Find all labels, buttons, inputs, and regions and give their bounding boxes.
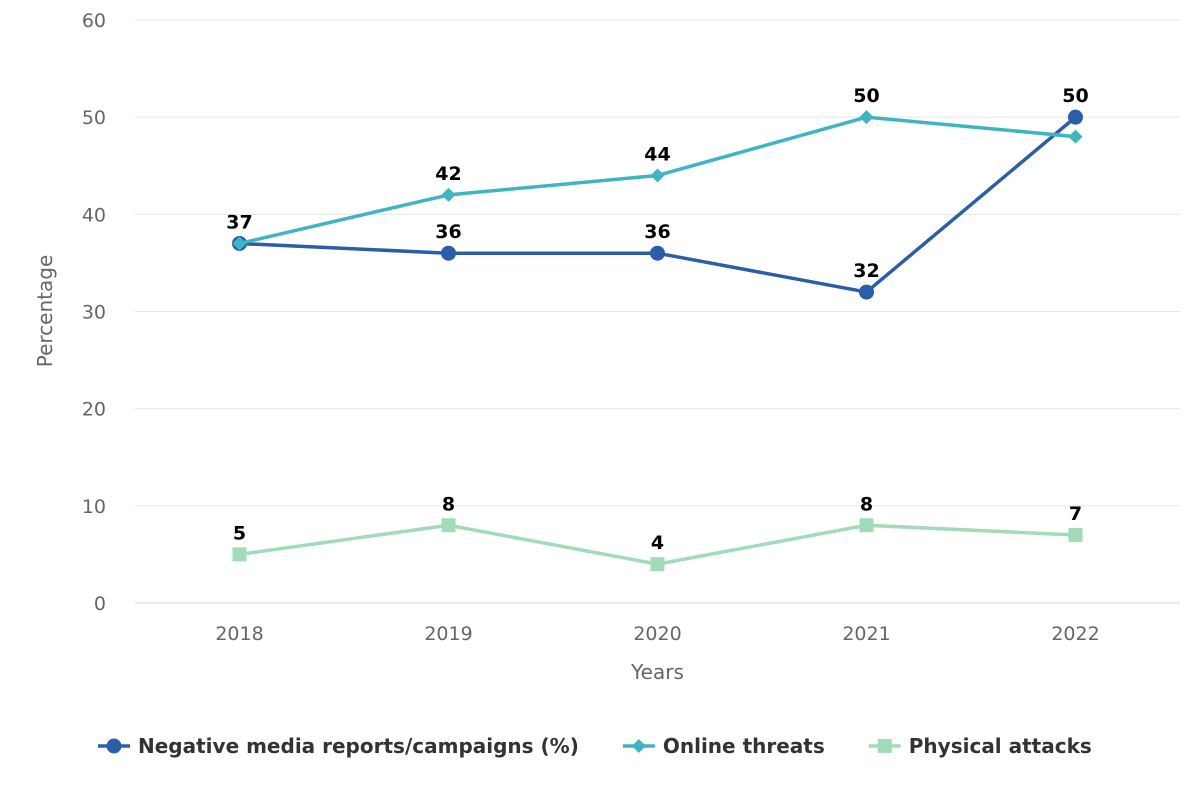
legend-label-negative-media-reports-campaigns: Negative media reports/campaigns (%) [138,734,579,758]
data-label-online-threats-2020: 44 [644,143,670,165]
legend-marker-physical-attacks [877,739,892,753]
data-point-online-threats-2021 [859,110,874,125]
y-tick-label-40: 40 [82,204,106,226]
data-point-physical-attacks-2022 [1068,527,1083,542]
data-label-physical-attacks-2019: 8 [442,493,455,515]
y-tick-label-50: 50 [82,107,106,129]
legend-item-online-threats[interactable]: Online threats [622,734,825,758]
x-axis: 2018 2019 2020 2021 2022 [215,623,1099,645]
data-point-negative-media-reports-campaigns-2022 [1068,109,1083,125]
x-tick-label-2022: 2022 [1051,623,1099,645]
data-point-physical-attacks-2020 [650,557,665,572]
series-negative-media-reports-campaigns [232,109,1083,300]
data-labels: 36 36 32 50 37 42 44 50 5 8 4 8 7 [226,85,1088,554]
data-point-negative-media-reports-campaigns-2021 [859,284,874,300]
x-tick-label-2018: 2018 [215,623,263,645]
legend-item-physical-attacks[interactable]: Physical attacks [868,734,1092,758]
data-point-negative-media-reports-campaigns-2020 [650,245,665,261]
data-point-negative-media-reports-campaigns-2019 [441,245,456,261]
data-point-online-threats-2020 [650,168,665,183]
legend-item-negative-media-reports-campaigns[interactable]: Negative media reports/campaigns (%) [98,734,579,758]
data-label-negative-media-reports-campaigns-2022: 50 [1062,85,1088,107]
data-label-negative-media-reports-campaigns-2020: 36 [644,221,670,243]
data-point-physical-attacks-2019 [441,518,456,533]
legend-marker-online-threats [631,739,646,753]
data-label-physical-attacks-2022: 7 [1069,503,1082,525]
y-axis-title: Percentage [33,255,57,368]
data-label-online-threats-2021: 50 [853,85,879,107]
data-label-online-threats-2019: 42 [435,163,461,185]
data-label-negative-media-reports-campaigns-2021: 32 [853,260,879,282]
grid-lines [135,19,1180,604]
x-axis-title: Years [630,660,684,684]
legend-label-physical-attacks: Physical attacks [909,734,1092,758]
y-tick-label-30: 30 [82,302,106,324]
series-layer [232,109,1083,572]
x-tick-label-2020: 2020 [633,623,681,645]
y-tick-label-60: 60 [82,10,106,32]
data-point-online-threats-2018 [232,236,247,251]
data-point-online-threats-2022 [1068,129,1083,144]
series-physical-attacks [232,518,1083,572]
legend-label-online-threats: Online threats [663,734,825,758]
legend-marker-negative-media-reports-campaigns [106,738,122,754]
data-label-physical-attacks-2021: 8 [860,493,873,515]
data-label-negative-media-reports-campaigns-2019: 36 [435,221,461,243]
data-point-physical-attacks-2021 [859,518,874,533]
y-tick-label-20: 20 [82,399,106,421]
data-point-online-threats-2019 [441,187,456,202]
y-tick-label-0: 0 [94,593,106,615]
y-axis: 0 10 20 30 40 50 60 [82,10,106,615]
legend: Negative media reports/campaigns (%) Onli… [98,734,1092,758]
x-tick-label-2021: 2021 [842,623,890,645]
data-label-physical-attacks-2018: 5 [233,522,246,544]
series-online-threats [232,110,1083,251]
data-label-physical-attacks-2020: 4 [651,532,664,554]
data-point-physical-attacks-2018 [232,547,247,562]
x-tick-label-2019: 2019 [424,623,472,645]
data-label-online-threats-2018: 37 [226,211,252,233]
y-tick-label-10: 10 [82,496,106,518]
